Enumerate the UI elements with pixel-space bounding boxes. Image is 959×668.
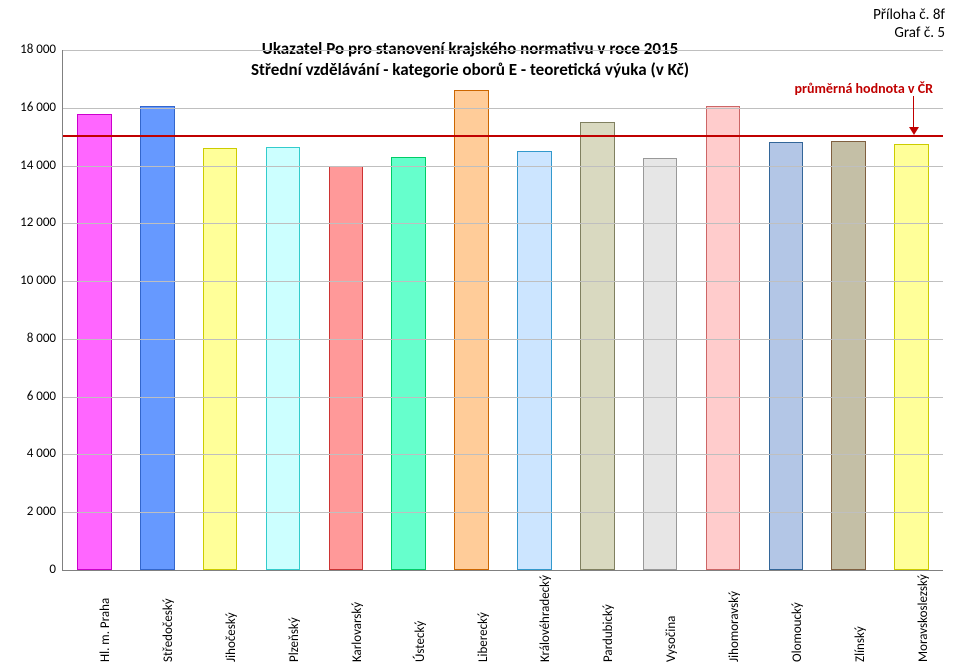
grid-line bbox=[63, 223, 943, 224]
y-tick-label: 12 000 bbox=[0, 215, 56, 230]
y-tick-label: 2 000 bbox=[0, 504, 56, 519]
bar bbox=[517, 151, 552, 570]
grid-line bbox=[63, 108, 943, 109]
y-tick-label: 16 000 bbox=[0, 100, 56, 115]
bar bbox=[329, 166, 364, 570]
bars-container bbox=[63, 50, 943, 570]
bar bbox=[894, 144, 929, 570]
grid-line bbox=[63, 166, 943, 167]
y-tick-label: 18 000 bbox=[0, 42, 56, 57]
bar bbox=[769, 142, 804, 570]
grid-line bbox=[63, 339, 943, 340]
average-line bbox=[63, 135, 943, 137]
chart-page: { "header": { "line1": "Příloha č. 8f", … bbox=[0, 0, 959, 668]
bar bbox=[580, 122, 615, 570]
bar bbox=[77, 114, 112, 570]
grid-line bbox=[63, 512, 943, 513]
grid-line bbox=[63, 281, 943, 282]
bar bbox=[831, 141, 866, 570]
attachment-line1: Příloha č. 8f bbox=[873, 6, 945, 24]
y-tick-label: 10 000 bbox=[0, 273, 56, 288]
y-tick-label: 6 000 bbox=[0, 389, 56, 404]
bar bbox=[266, 147, 301, 570]
y-tick-label: 8 000 bbox=[0, 331, 56, 346]
grid-line bbox=[63, 397, 943, 398]
plot-area bbox=[62, 50, 943, 571]
bar bbox=[203, 148, 238, 570]
bar bbox=[391, 157, 426, 570]
arrow-head-icon bbox=[909, 127, 919, 135]
y-tick-label: 4 000 bbox=[0, 446, 56, 461]
grid-line bbox=[63, 454, 943, 455]
x-axis-labels: Hl. m. PrahaStředočeskýJihočeskýPlzeňský… bbox=[62, 572, 942, 662]
attachment-line2: Graf č. 5 bbox=[873, 24, 945, 42]
attachment-header: Příloha č. 8f Graf č. 5 bbox=[873, 6, 945, 42]
y-tick-label: 14 000 bbox=[0, 158, 56, 173]
bar bbox=[454, 90, 489, 570]
bar bbox=[643, 158, 678, 570]
grid-line bbox=[63, 50, 943, 51]
arrow-line bbox=[913, 96, 914, 129]
y-tick-label: 0 bbox=[0, 562, 56, 577]
